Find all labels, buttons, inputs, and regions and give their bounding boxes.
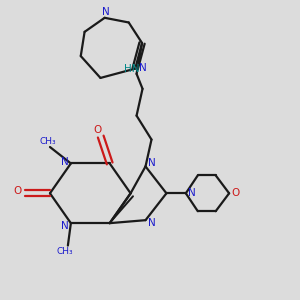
Text: N: N (148, 158, 155, 168)
Text: O: O (231, 188, 239, 198)
Text: N: N (61, 157, 69, 167)
Text: CH₃: CH₃ (57, 247, 73, 256)
Text: N: N (140, 63, 147, 73)
Text: O: O (94, 125, 102, 135)
Text: CH₃: CH₃ (39, 136, 56, 146)
Text: N: N (61, 221, 69, 231)
Text: N: N (148, 218, 155, 228)
Text: N: N (188, 188, 196, 198)
Text: O: O (13, 186, 21, 196)
Text: N: N (102, 7, 110, 17)
Text: HN: HN (124, 64, 140, 74)
